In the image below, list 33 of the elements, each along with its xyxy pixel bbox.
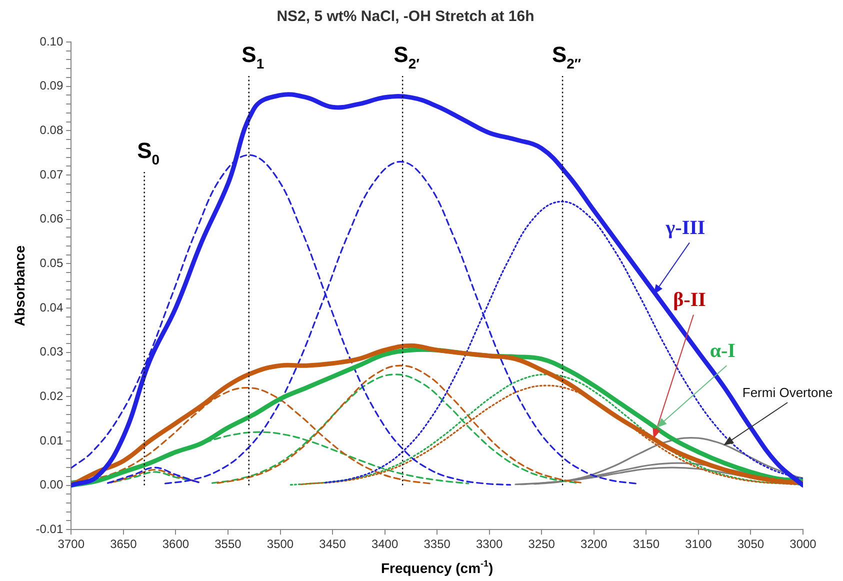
annotation: β-II [673,288,706,311]
y-tick-label: 0.04 [40,300,64,314]
chart-title: NS2, 5 wt% NaCl, -OH Stretch at 16h [276,8,534,26]
x-tick-label: 3400 [371,537,398,552]
x-tick-label: 3600 [162,537,190,552]
y-tick-label: 0.02 [40,388,64,403]
y-tick-label: 0.07 [40,167,64,182]
annotation: Fermi Overtone [742,384,833,400]
x-tick-label: 3500 [266,537,294,552]
y-tick-label: -0.01 [36,522,64,536]
x-tick-label: 3350 [424,537,451,552]
x-tick-label: 3150 [632,537,660,552]
x-tick-label: 3700 [58,537,85,552]
annotation: γ-III [664,216,706,239]
x-tick-label: 3000 [790,537,817,552]
x-tick-label: 3550 [214,537,242,552]
y-axis-title: Absorbance [11,245,28,326]
x-tick-label: 3200 [580,537,608,552]
x-tick-label: 3650 [110,537,138,552]
x-tick-label: 3100 [685,537,712,552]
x-tick-label: 3300 [476,537,504,552]
y-tick-label: 0.01 [40,433,64,448]
annotation: α-I [710,340,736,362]
y-tick-label: 0.05 [40,256,64,270]
y-tick-label: 0.00 [40,478,64,492]
x-tick-label: 3050 [737,537,764,552]
x-tick-label: 3250 [528,537,556,552]
x-tick-label: 3450 [319,537,346,552]
y-tick-label: 0.06 [40,212,64,226]
y-tick-label: 0.03 [40,344,64,359]
y-tick-label: 0.09 [40,78,64,93]
y-tick-label: 0.08 [40,122,64,137]
y-tick-label: 0.10 [40,34,64,48]
